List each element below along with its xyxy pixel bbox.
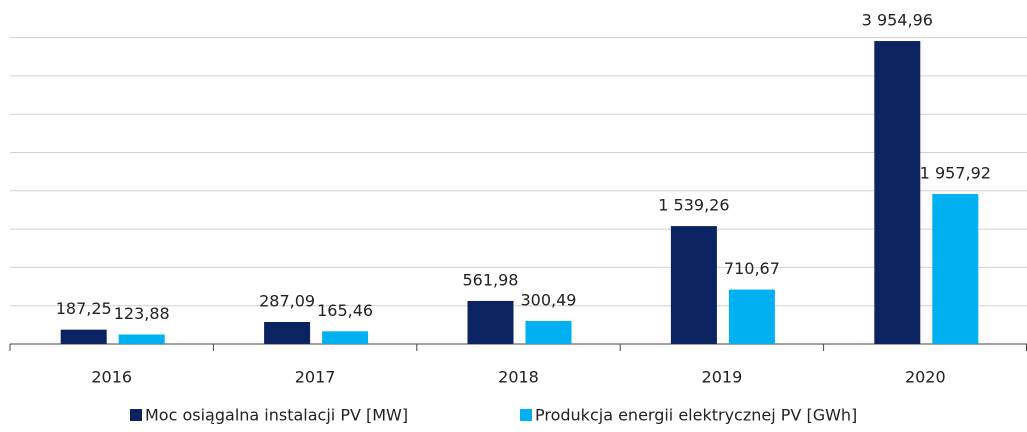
x-tick-label: 2018 [498, 368, 539, 387]
bar [525, 320, 572, 344]
data-label: 1 957,92 [920, 164, 991, 183]
bar [118, 334, 165, 344]
data-label: 300,49 [521, 290, 577, 309]
bar [728, 289, 775, 344]
data-label: 1 539,26 [658, 196, 729, 215]
bar [932, 194, 979, 344]
x-tick-label: 2019 [702, 368, 743, 387]
legend-label: Moc osiągalna instalacji PV [MW] [145, 406, 408, 425]
x-tick-label: 2017 [295, 368, 336, 387]
data-label: 123,88 [114, 304, 170, 323]
data-label: 561,98 [463, 270, 519, 289]
x-tick-label: 2020 [905, 368, 946, 387]
legend-swatch [520, 409, 532, 421]
data-label: 187,25 [56, 299, 112, 318]
bar [670, 226, 717, 344]
bar [874, 41, 921, 345]
data-label: 710,67 [724, 259, 780, 278]
bar [60, 329, 107, 344]
data-label: 287,09 [259, 292, 315, 311]
data-label: 3 954,96 [862, 11, 933, 30]
data-label: 165,46 [317, 301, 373, 320]
x-tick-label: 2016 [91, 368, 132, 387]
bar [322, 331, 369, 344]
legend-swatch [130, 409, 142, 421]
legend-label: Produkcja energii elektrycznej PV [GWh] [535, 406, 857, 425]
bar [467, 300, 514, 344]
bar [264, 322, 311, 344]
